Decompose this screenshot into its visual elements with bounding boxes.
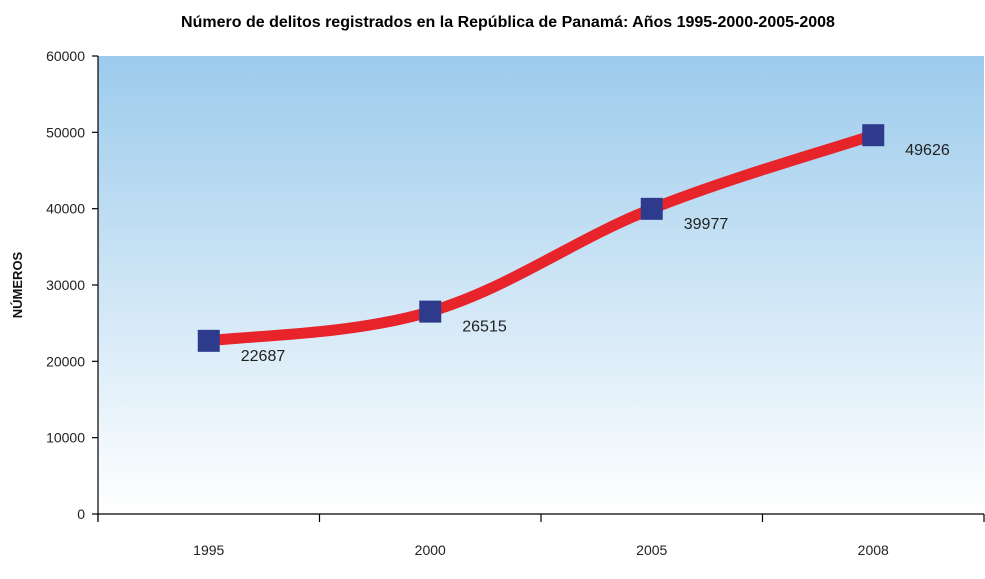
data-label: 49626: [905, 142, 950, 159]
data-label: 26515: [462, 319, 507, 336]
data-label: 39977: [684, 216, 729, 233]
x-tick-label: 2005: [636, 542, 667, 558]
series-crimes: 22687 26515 39977 49626: [197, 124, 950, 365]
data-point-marker: [640, 197, 663, 220]
data-point-marker: [419, 300, 442, 323]
y-tick-label: 50000: [46, 124, 85, 140]
x-tick-label: 2008: [858, 542, 889, 558]
y-axis-ticks: 0 10000 20000 30000 40000 50000 60000: [46, 48, 98, 522]
y-tick-label: 60000: [46, 48, 85, 64]
data-label: 22687: [241, 348, 286, 365]
data-point-marker: [862, 124, 885, 147]
x-tick-label: 2000: [415, 542, 446, 558]
y-tick-label: 20000: [46, 353, 85, 369]
data-point-marker: [197, 329, 220, 352]
y-tick-label: 0: [77, 506, 85, 522]
chart-title: Número de delitos registrados en la Repú…: [181, 14, 835, 31]
plot-area: [98, 56, 984, 514]
y-tick-label: 40000: [46, 201, 85, 217]
y-tick-label: 10000: [46, 430, 85, 446]
y-axis-label: NÚMEROS: [10, 251, 25, 318]
series-line: [203, 129, 879, 347]
x-axis-ticks: 1995 2000 2005 2008: [97, 514, 985, 558]
x-tick-label: 1995: [193, 542, 224, 558]
y-tick-label: 30000: [46, 277, 85, 293]
